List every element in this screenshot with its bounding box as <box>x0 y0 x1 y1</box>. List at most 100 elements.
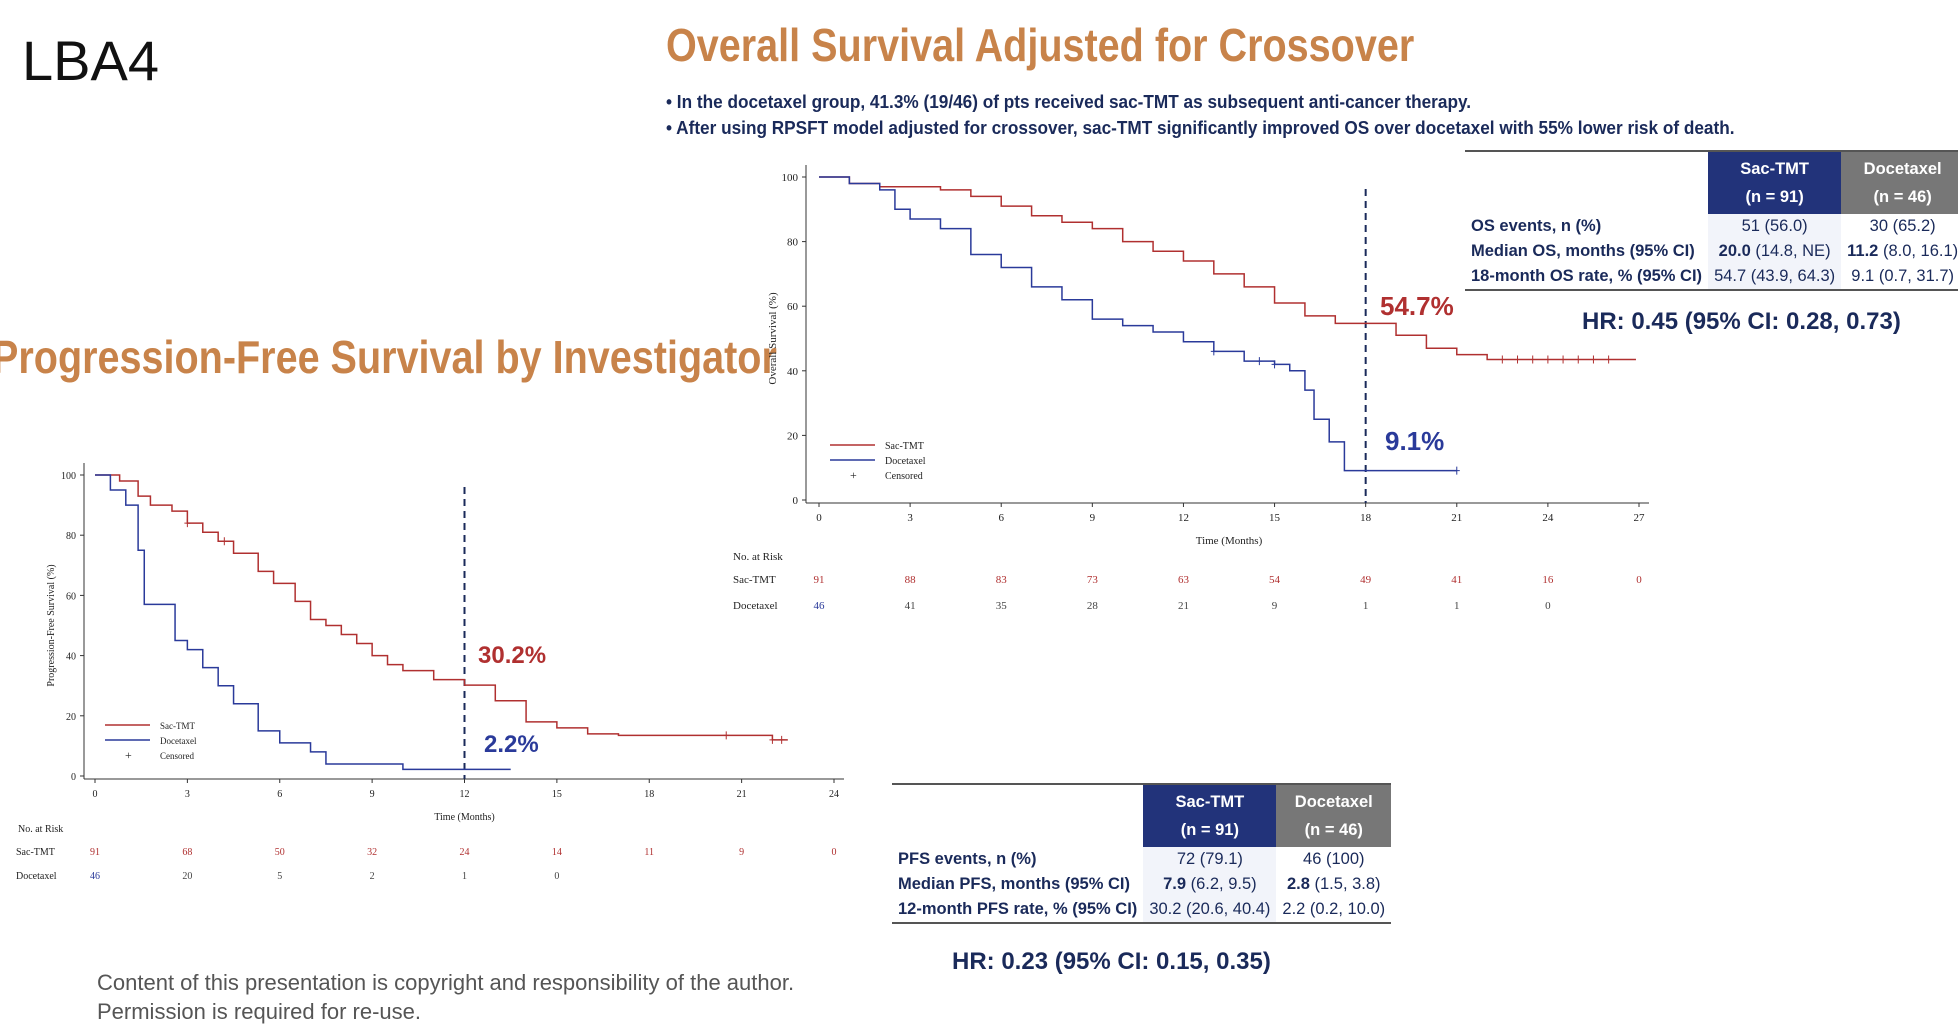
legend-label: Censored <box>160 751 194 761</box>
table-row: PFS events, n (%) 72 (79.1) 46 (100) <box>892 847 1391 872</box>
docetaxel-value: 9.1 (0.7, 31.7) <box>1851 267 1955 285</box>
risk-row-label: Sac-TMT <box>733 574 776 586</box>
x-tick-label: 21 <box>1451 512 1462 524</box>
km-curve-docetaxel <box>95 474 511 771</box>
y-axis-label: Progression-Free Survival (%) <box>46 564 57 686</box>
risk-row-label: Docetaxel <box>733 600 778 612</box>
risk-count: 54 <box>1269 574 1281 586</box>
censor-mark <box>1271 360 1278 369</box>
legend-label: Docetaxel <box>885 456 926 467</box>
x-axis-label: Time (Months) <box>1196 535 1263 547</box>
x-tick-label: 6 <box>998 512 1004 524</box>
risk-count: 49 <box>1360 574 1372 586</box>
row-label: OS events, n (%) <box>1471 217 1602 235</box>
docetaxel-value: 2.2 (0.2, 10.0) <box>1282 900 1386 918</box>
x-tick-label: 21 <box>737 789 747 800</box>
x-tick-label: 3 <box>185 789 190 800</box>
risk-count: 24 <box>460 847 470 858</box>
sac-tmt-value: 51 (56.0) <box>1708 214 1842 239</box>
x-tick-label: 0 <box>93 789 98 800</box>
x-tick-label: 12 <box>460 789 470 800</box>
row-label: 12-month PFS rate, % (95% CI) <box>898 900 1138 918</box>
risk-count: 28 <box>1087 600 1099 612</box>
row-label: PFS events, n (%) <box>898 850 1037 868</box>
header-docetaxel: Docetaxel (n = 46) <box>1276 784 1392 847</box>
x-tick-label: 18 <box>644 789 654 800</box>
docetaxel-value: 46 (100) <box>1303 850 1365 868</box>
pfs-summary-table: Sac-TMT (n = 91) Docetaxel (n = 46) PFS even… <box>892 783 1392 924</box>
risk-count: 1 <box>1454 600 1460 612</box>
legend-label: Sac-TMT <box>885 441 924 452</box>
x-tick-label: 9 <box>370 789 375 800</box>
x-tick-label: 6 <box>277 789 282 800</box>
risk-count: 35 <box>996 600 1008 612</box>
row-label: Median OS, months (95% CI) <box>1471 242 1695 260</box>
docetaxel-value: 2.8 (1.5, 3.8) <box>1286 875 1381 893</box>
legend-label: Sac-TMT <box>160 721 195 731</box>
risk-count: 9 <box>1272 600 1278 612</box>
y-tick-label: 100 <box>782 172 799 184</box>
table-row: 12-month PFS rate, % (95% CI) 30.2 (20.6… <box>892 897 1391 923</box>
risk-row-label: Docetaxel <box>16 871 57 882</box>
risk-count: 2 <box>370 871 375 882</box>
y-tick-label: 40 <box>66 652 76 663</box>
x-tick-label: 12 <box>1178 512 1189 524</box>
risk-count: 88 <box>905 574 917 586</box>
risk-count: 41 <box>905 600 916 612</box>
survival-annotation: 2.2% <box>484 731 539 758</box>
risk-count: 1 <box>462 871 467 882</box>
os-hazard-ratio: HR: 0.45 (95% CI: 0.28, 0.73) <box>1582 308 1901 335</box>
km-curve-docetaxel <box>819 176 1457 472</box>
table-row: 18-month OS rate, % (95% CI) 54.7 (43.9,… <box>1465 264 1958 290</box>
risk-count: 83 <box>996 574 1008 586</box>
censor-mark <box>1453 466 1460 475</box>
survival-annotation: 9.1% <box>1385 426 1444 456</box>
risk-count: 46 <box>814 600 826 612</box>
censor-mark <box>221 537 228 546</box>
x-tick-label: 15 <box>1269 512 1281 524</box>
risk-count: 0 <box>1545 600 1551 612</box>
censor-mark <box>1514 355 1521 364</box>
pfs-title: Progression-Free Survival by Investigato… <box>0 331 777 383</box>
censor-mark <box>769 735 776 744</box>
y-tick-label: 0 <box>71 772 76 783</box>
pfs-hazard-ratio: HR: 0.23 (95% CI: 0.15, 0.35) <box>952 948 1271 975</box>
sac-tmt-value: 7.9 (6.2, 9.5) <box>1143 872 1277 897</box>
risk-count: 21 <box>1178 600 1189 612</box>
legend-label: Censored <box>885 471 923 482</box>
y-tick-label: 100 <box>61 471 76 482</box>
y-tick-label: 80 <box>66 531 76 542</box>
table-row: Median OS, months (95% CI) 20.0 (14.8, N… <box>1465 239 1958 264</box>
os-bullet-1: • In the docetaxel group, 41.3% (19/46) … <box>666 91 1472 112</box>
x-tick-label: 15 <box>552 789 562 800</box>
os-bullet-2: • After using RPSFT model adjusted for c… <box>666 117 1735 138</box>
risk-count: 63 <box>1178 574 1190 586</box>
censor-mark <box>1529 355 1536 364</box>
censor-mark <box>1256 357 1263 366</box>
risk-row-label: Sac-TMT <box>16 847 55 858</box>
risk-count: 41 <box>1451 574 1462 586</box>
risk-count: 46 <box>90 871 100 882</box>
x-tick-label: 27 <box>1634 512 1646 524</box>
censor-mark <box>1210 347 1217 356</box>
y-tick-label: 80 <box>787 237 799 249</box>
censor-mark <box>1575 355 1582 364</box>
sac-tmt-value: 20.0 (14.8, NE) <box>1708 239 1842 264</box>
km-curve-sac-tmt <box>95 474 788 741</box>
x-tick-label: 24 <box>829 789 839 800</box>
risk-count: 5 <box>277 871 282 882</box>
censor-mark <box>1560 355 1567 364</box>
header-sac-tmt: Sac-TMT (n = 91) <box>1143 784 1277 847</box>
censor-mark <box>1605 355 1612 364</box>
copyright-line-2: Permission is required for re-use. <box>97 999 422 1024</box>
risk-count: 11 <box>644 847 654 858</box>
legend-censor-icon: + <box>125 748 132 762</box>
x-tick-label: 18 <box>1360 512 1372 524</box>
docetaxel-value: 30 (65.2) <box>1869 217 1936 235</box>
risk-count: 16 <box>1542 574 1554 586</box>
os-summary-table: Sac-TMT (n = 91) Docetaxel (n = 46) OS event… <box>1465 150 1958 291</box>
survival-annotation: 30.2% <box>478 642 546 669</box>
y-tick-label: 0 <box>793 495 799 507</box>
x-axis-label: Time (Months) <box>434 812 494 823</box>
